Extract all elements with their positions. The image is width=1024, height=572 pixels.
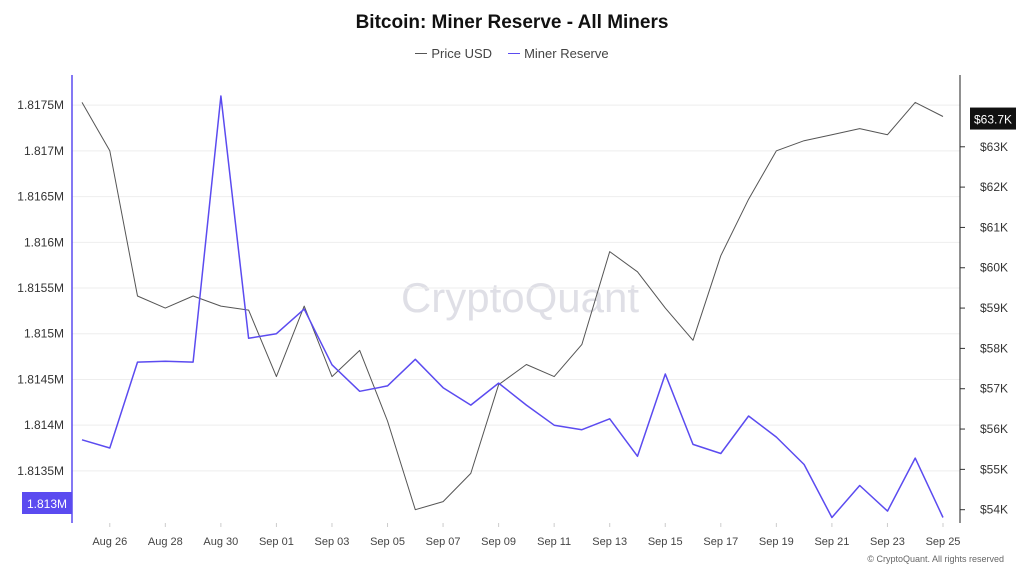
series-line-price-usd (81, 101, 944, 511)
left-tick-label: 1.8135M (17, 464, 64, 478)
left-tick-label: 1.8145M (17, 372, 64, 386)
x-tick-label: Sep 07 (426, 536, 461, 548)
legend-label-reserve: Miner Reserve (524, 46, 609, 61)
legend-swatch-price (415, 53, 428, 54)
x-tick-label: Aug 28 (148, 536, 183, 548)
axis-layer: 1.8135M 1.814M 1.8145M 1.815M 1.8155M 1.816M 1… (17, 75, 1016, 548)
left-tick-label: 1.8175M (17, 98, 64, 112)
legend-label-price: Price USD (431, 46, 493, 61)
left-tick-label: 1.817M (24, 144, 64, 158)
legend-swatch-reserve (508, 53, 521, 54)
x-tick-label: Sep 19 (759, 536, 794, 548)
watermark: CryptoQuant (401, 274, 639, 321)
x-tick-label: Sep 01 (259, 536, 294, 548)
right-tick-label: $63K (980, 140, 1008, 154)
x-tick-label: Sep 17 (703, 536, 738, 548)
series-layer (81, 95, 944, 519)
current-price-label: $63.7K (974, 113, 1012, 127)
right-tick-label: $55K (980, 462, 1008, 476)
right-tick-label: $59K (980, 301, 1008, 315)
chart-legend: Price USD Miner Reserve (0, 46, 1024, 61)
right-tick-label: $61K (980, 220, 1008, 234)
right-tick-label: $56K (980, 422, 1008, 436)
x-tick-label: Aug 30 (203, 536, 238, 548)
right-tick-label: $54K (980, 503, 1008, 517)
chart-title: Bitcoin: Miner Reserve - All Miners (355, 12, 669, 33)
current-reserve-label: 1.813M (27, 497, 67, 511)
x-tick-label: Sep 03 (315, 536, 350, 548)
x-tick-label: Sep 13 (592, 536, 627, 548)
legend-item-price[interactable]: Price USD (415, 46, 492, 61)
x-tick-label: Aug 26 (92, 536, 127, 548)
x-tick-label: Sep 09 (481, 536, 516, 548)
x-tick-label: Sep 05 (370, 536, 405, 548)
x-tick-label: Sep 11 (537, 536, 571, 548)
current-reserve-badge (22, 492, 72, 514)
right-tick-label: $57K (980, 382, 1008, 396)
copyright-footer: © CryptoQuant. All rights reserved (867, 554, 1004, 564)
left-tick-label: 1.816M (24, 235, 64, 249)
left-tick-label: 1.815M (24, 327, 64, 341)
left-tick-label: 1.814M (24, 418, 64, 432)
x-tick-label: Sep 23 (870, 536, 905, 548)
x-tick-label: Sep 25 (926, 536, 961, 548)
right-tick-label: $58K (980, 341, 1008, 355)
series-line-miner-reserve (81, 95, 944, 519)
current-price-badge (970, 107, 1016, 130)
left-tick-label: 1.8165M (17, 190, 64, 204)
x-tick-label: Sep 15 (648, 536, 683, 548)
right-tick-label: $62K (980, 180, 1008, 194)
left-tick-label: 1.8155M (17, 281, 64, 295)
x-tick-label: Sep 21 (814, 536, 849, 548)
right-tick-label: $60K (980, 261, 1008, 275)
legend-item-reserve[interactable]: Miner Reserve (508, 46, 609, 61)
grid-layer (72, 104, 960, 472)
